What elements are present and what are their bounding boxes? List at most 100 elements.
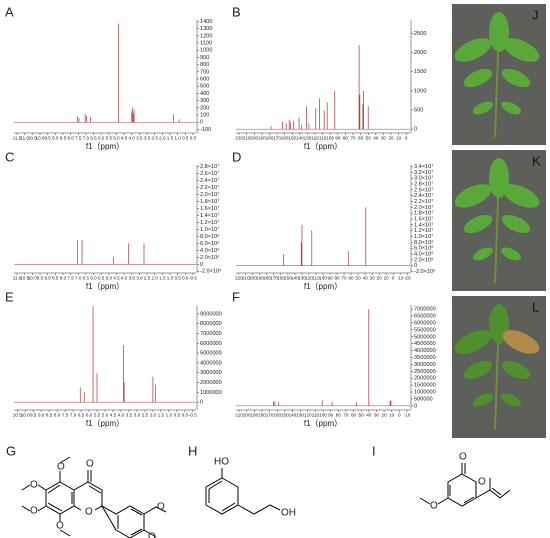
y-tick-label: 1000000 (200, 390, 222, 396)
y-tick-label: 0 (200, 400, 203, 406)
x-tick-label: 8.5 (46, 413, 53, 418)
x-tick-label: -20 (404, 276, 411, 281)
x-tick-label: 180 (266, 136, 274, 141)
y-tick-label: 2500 (414, 31, 426, 37)
x-tick-label: 0.0 (182, 276, 189, 281)
y-tick-label: 1.4×10⁷ (414, 221, 433, 228)
y-tick-label: 1400 (200, 19, 212, 25)
y-tick-label: -100 (200, 127, 211, 133)
y-tick-label: 5000000 (414, 334, 436, 340)
x-tick-label: 10.0 (28, 276, 37, 281)
structures: G H I O O O O O O O O HO OH O O O (6, 443, 511, 538)
y-tick-label: 6500000 (414, 314, 436, 320)
x-tick-label: 10.0 (21, 413, 30, 418)
x-axis-title: f1（ppm） (86, 282, 124, 291)
y-tick-label: 1.2×10⁷ (200, 219, 219, 226)
x-tick-label: 70 (350, 136, 356, 141)
x-tick-label: 4.0 (121, 276, 128, 281)
x-tick-label: 3.5 (129, 276, 136, 281)
y-tick-label: 2.8×10⁷ (200, 163, 219, 170)
x-tick-label: -0.5 (189, 276, 197, 281)
y-tick-label: 4000000 (414, 348, 436, 354)
x-tick-label: 4.0 (129, 136, 136, 141)
x-tick-label: 80 (334, 276, 340, 281)
x-tick-label: 0 (392, 276, 395, 281)
x-tick-label: 1.5 (159, 276, 166, 281)
y-tick-label: 5000000 (200, 351, 222, 357)
y-tick-label: 6000000 (414, 320, 436, 326)
x-tick-label: 0.5 (174, 276, 181, 281)
x-tick-label: 8.0 (60, 276, 67, 281)
x-tick-label: 7.0 (70, 413, 77, 418)
panel-label: J (532, 7, 539, 22)
x-tick-label: 6.5 (83, 276, 90, 281)
x-tick-label: 6.5 (90, 136, 97, 141)
y-tick-label: 2.2×10⁷ (414, 198, 433, 205)
panel-label: A (5, 4, 14, 19)
panel-label: F (232, 289, 240, 304)
x-tick-label: 60 (349, 276, 355, 281)
x-tick-label: 130 (298, 276, 306, 281)
bond (205, 468, 281, 515)
y-tick-label: 4000000 (200, 360, 222, 366)
x-tick-label: -10 (397, 276, 404, 281)
y-tick-label: 0 (414, 263, 417, 269)
x-tick-label: 30 (374, 413, 380, 418)
x-tick-label: 50 (366, 136, 372, 141)
x-tick-label: 8.0 (67, 136, 74, 141)
x-tick-label: 10 (396, 136, 402, 141)
x-axis-title: f1（ppm） (304, 142, 342, 151)
x-tick-label: 160 (273, 413, 281, 418)
x-tick-label: 80 (343, 136, 349, 141)
leaflet (472, 247, 494, 261)
x-tick-label: 3.0 (134, 413, 141, 418)
atom: O (478, 477, 486, 488)
atom: O (57, 462, 65, 473)
atom: O (30, 506, 38, 517)
x-tick-label: 30 (370, 276, 376, 281)
y-tick-label: 200 (200, 105, 209, 111)
y-tick-label: 2.6×10⁷ (200, 170, 219, 177)
x-tick-label: 2.0 (150, 413, 157, 418)
y-tick-label: 3000000 (200, 370, 222, 376)
y-tick-label: 0 (200, 120, 203, 126)
y-tick-label: 500 (200, 84, 209, 90)
y-tick-label: 1000 (414, 88, 426, 94)
y-tick-label: 2.4×10⁷ (200, 177, 219, 184)
y-tick-label: 2.0×10⁷ (200, 191, 219, 198)
y-tick-label: 3500000 (414, 355, 436, 361)
leaflet (502, 38, 540, 62)
x-tick-label: 70 (343, 413, 349, 418)
x-tick-label: 1.0 (166, 413, 173, 418)
y-tick-label: 8.0×10⁶ (414, 239, 434, 246)
x-tick-label: 140 (291, 276, 299, 281)
x-tick-label: 0.5 (174, 413, 181, 418)
x-tick-label: 1.5 (158, 413, 165, 418)
y-tick-label: 4500000 (414, 341, 436, 347)
y-tick-label: 3000000 (414, 362, 436, 368)
y-tick-label: 2.0×10⁷ (414, 204, 433, 211)
leaflet (501, 360, 531, 380)
x-tick-label: 10.5 (28, 136, 37, 141)
x-tick-label: 8.5 (52, 276, 59, 281)
leaflet (472, 101, 494, 115)
y-tick-label: 1.0×10⁷ (414, 233, 433, 240)
x-tick-label: 10.5 (20, 276, 29, 281)
x-tick-label: 6.5 (78, 413, 85, 418)
x-tick-label: 190 (250, 413, 258, 418)
x-tick-label: 180 (258, 413, 266, 418)
y-tick-label: 2.0×10⁶ (414, 256, 434, 263)
y-tick-label: 1200 (200, 33, 212, 39)
x-tick-label: 2.5 (152, 136, 159, 141)
x-tick-label: 7.5 (75, 136, 82, 141)
x-tick-label: 160 (281, 136, 289, 141)
leaflet (454, 184, 492, 208)
x-tick-label: 40 (373, 136, 379, 141)
panel-label: L (532, 299, 539, 314)
y-tick-label: 0 (200, 262, 203, 268)
x-tick-label: 6.0 (86, 413, 93, 418)
x-tick-label: 3.5 (126, 413, 133, 418)
x-tick-label: 0.5 (182, 136, 189, 141)
x-tick-label: 200 (250, 136, 258, 141)
x-tick-label: 190 (256, 276, 264, 281)
